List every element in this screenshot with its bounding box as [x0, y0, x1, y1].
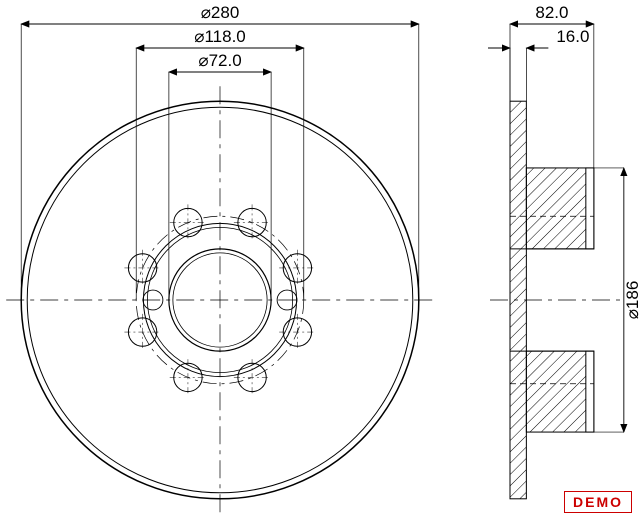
side-view	[490, 101, 624, 499]
svg-text:⌀186: ⌀186	[623, 281, 640, 320]
svg-text:⌀72.0: ⌀72.0	[198, 51, 241, 70]
demo-badge: DEMO	[564, 491, 632, 513]
svg-text:⌀280: ⌀280	[201, 3, 240, 22]
front-view	[6, 86, 434, 514]
svg-text:82.0: 82.0	[535, 3, 568, 22]
svg-text:16.0: 16.0	[556, 27, 589, 46]
svg-text:⌀118.0: ⌀118.0	[194, 27, 246, 46]
engineering-drawing: ⌀280 ⌀118.0 ⌀72.0 82.0 16.0 ⌀186	[0, 0, 640, 521]
